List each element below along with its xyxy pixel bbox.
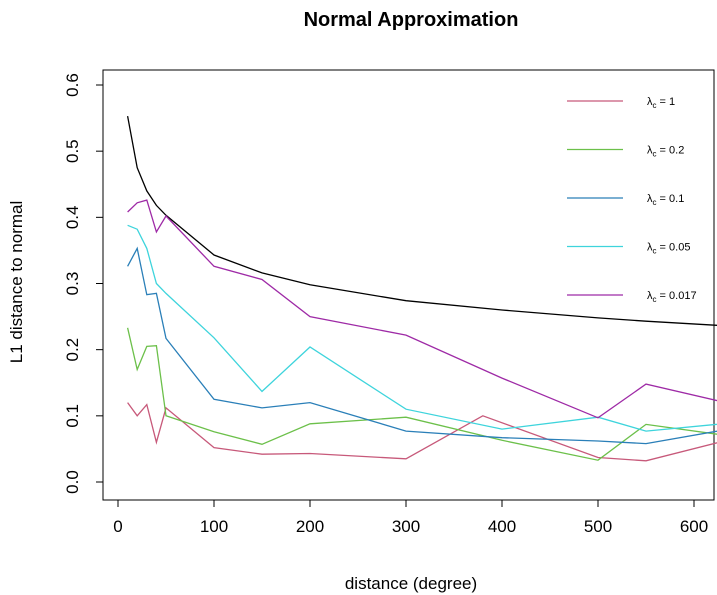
plot-frame: [102, 69, 715, 501]
x-axis-label: distance (degree): [345, 574, 477, 593]
x-tick-label: 100: [200, 517, 228, 536]
legend-label-symbol: λ: [647, 96, 653, 108]
legend-label-subscript: c: [653, 150, 657, 159]
x-tick-label: 0: [113, 517, 122, 536]
y-tick-label: 0.1: [63, 404, 82, 428]
y-axis: 0.0 0.1 0.2 0.3 0.4 0.5 0.6: [63, 73, 104, 494]
legend-label-subscript: c: [653, 198, 657, 207]
y-tick-label: 0.2: [63, 338, 82, 362]
x-tick-label: 400: [488, 517, 516, 536]
legend-label-symbol: λ: [647, 242, 653, 254]
series-line-4: [127, 199, 717, 419]
x-tick-label: 300: [392, 517, 420, 536]
chart-title: Normal Approximation: [304, 9, 519, 31]
y-tick-label: 0.6: [63, 73, 82, 97]
x-tick-label: 200: [296, 517, 324, 536]
legend-label-value: = 0.017: [657, 290, 697, 302]
legend-label-subscript: c: [653, 295, 657, 304]
legend-label-symbol: λ: [647, 290, 653, 302]
legend-label-value: = 0.05: [657, 242, 691, 254]
y-axis-label: L1 distance to normal: [7, 201, 26, 364]
legend-label: λc = 0.017: [647, 290, 697, 304]
x-axis: 0 100 200 300 400 500 600: [113, 499, 708, 536]
legend-label-subscript: c: [653, 247, 657, 256]
series-layer: [126, 115, 717, 462]
legend-label: λc = 0.2: [647, 145, 684, 159]
legend-label-value: = 1: [657, 96, 676, 108]
series-line-0: [127, 402, 717, 462]
y-tick-label: 0.4: [63, 206, 82, 230]
legend-label-symbol: λ: [647, 145, 653, 157]
legend-label-symbol: λ: [647, 193, 653, 205]
y-tick-label: 0.5: [63, 139, 82, 163]
x-tick-label: 500: [584, 517, 612, 536]
legend-label-value: = 0.1: [657, 193, 685, 205]
legend-label-value: = 0.2: [657, 145, 685, 157]
series-line-2: [127, 246, 717, 445]
legend-label: λc = 0.05: [647, 242, 690, 256]
legend-label-subscript: c: [653, 101, 657, 110]
y-tick-label: 0.3: [63, 272, 82, 296]
series-line-1: [126, 327, 717, 461]
reference-curve: [126, 115, 717, 326]
legend-label: λc = 1: [647, 96, 675, 110]
y-tick-label: 0.0: [63, 470, 82, 494]
x-tick-label: 600: [680, 517, 708, 536]
legend-label: λc = 0.1: [647, 193, 684, 207]
